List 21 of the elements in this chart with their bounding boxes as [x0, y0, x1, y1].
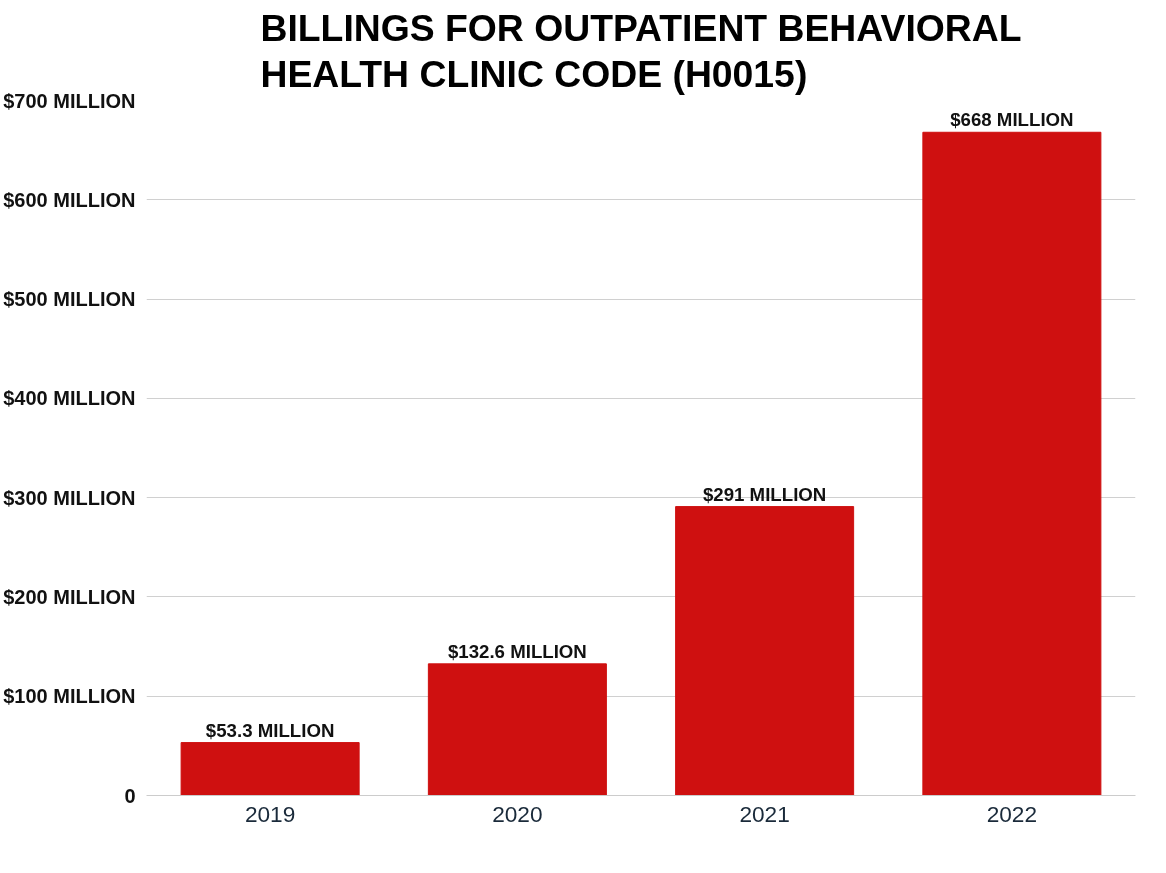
data-label: $132.6 MILLION — [447, 640, 587, 662]
y-tick-label: 0 — [124, 784, 136, 807]
data-label: $53.3 MILLION — [205, 719, 335, 741]
x-tick-label: 2022 — [986, 800, 1038, 827]
data-label: $291 MILLION — [702, 483, 827, 505]
bar — [675, 506, 855, 796]
y-tick-label: $500 MILLION — [3, 288, 136, 311]
x-tick-label: 2021 — [739, 800, 790, 827]
bar — [427, 663, 607, 796]
chart-title: BILLINGS FOR OUTPATIENT BEHAVIORAL HEALTH CLINIC CODE (H0015) — [260, 7, 1022, 96]
bar — [922, 131, 1102, 796]
bar — [180, 742, 360, 796]
y-tick-label: $400 MILLION — [3, 387, 136, 410]
y-tick-label: $300 MILLION — [3, 486, 136, 509]
data-label: $668 MILLION — [950, 109, 1074, 131]
y-tick-label: $600 MILLION — [3, 188, 136, 211]
y-tick-label: $200 MILLION — [3, 585, 136, 608]
x-tick-label: 2019 — [244, 800, 296, 827]
y-tick-label: $700 MILLION — [3, 89, 136, 112]
x-tick-label: 2020 — [492, 800, 543, 827]
y-tick-label: $100 MILLION — [3, 685, 136, 708]
